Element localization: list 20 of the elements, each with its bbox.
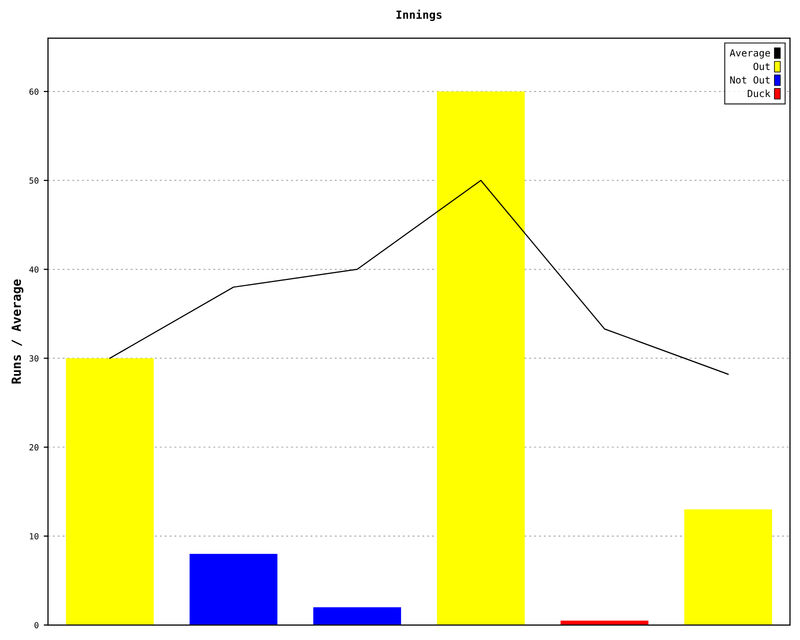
chart-title: Innings [396,10,442,21]
y-tick-label: 40 [29,266,38,273]
bar [190,554,278,626]
legend-label: Out [754,62,770,70]
bar [560,620,648,626]
legend-label: Average [730,49,770,59]
bar [313,607,402,626]
bar [66,358,154,626]
y-tick-label: 50 [30,177,38,184]
y-tick-label: 0 [34,622,38,628]
bar [436,91,525,626]
bar [684,509,772,626]
y-tick-label: 20 [30,444,38,450]
y-tick-label: 10 [30,533,38,540]
y-axis-title: Runs / Average [12,279,24,384]
legend-label: Not Out [730,76,770,84]
legend-label: Duck [748,90,770,98]
y-tick-label: 60 [29,88,38,95]
line-series [109,180,729,375]
y-tick-label: 30 [29,355,38,362]
